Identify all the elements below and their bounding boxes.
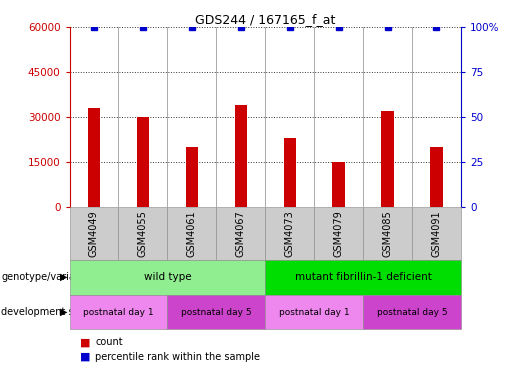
- Text: postnatal day 1: postnatal day 1: [279, 307, 350, 317]
- Bar: [235, 105, 247, 207]
- Text: GSM4085: GSM4085: [383, 210, 392, 257]
- Title: GDS244 / 167165_f_at: GDS244 / 167165_f_at: [195, 13, 335, 26]
- Text: GSM4073: GSM4073: [285, 210, 295, 257]
- Text: postnatal day 5: postnatal day 5: [376, 307, 448, 317]
- Bar: [284, 138, 296, 207]
- Text: GSM4061: GSM4061: [187, 210, 197, 257]
- Text: wild type: wild type: [144, 272, 191, 282]
- Text: development stage: development stage: [1, 307, 96, 317]
- Bar: [431, 147, 442, 207]
- Text: GSM4055: GSM4055: [138, 210, 148, 257]
- Text: GSM4091: GSM4091: [432, 210, 441, 257]
- Bar: [382, 111, 393, 207]
- Text: ▶: ▶: [60, 272, 67, 282]
- Text: genotype/variation: genotype/variation: [1, 272, 94, 282]
- Text: mutant fibrillin-1 deficient: mutant fibrillin-1 deficient: [295, 272, 432, 282]
- Text: ▶: ▶: [60, 307, 67, 317]
- Bar: [137, 117, 149, 207]
- Bar: [333, 162, 345, 207]
- Text: percentile rank within the sample: percentile rank within the sample: [95, 352, 260, 362]
- Text: postnatal day 5: postnatal day 5: [181, 307, 252, 317]
- Bar: [88, 108, 100, 207]
- Text: ■: ■: [80, 352, 90, 362]
- Text: GSM4079: GSM4079: [334, 210, 344, 257]
- Bar: [186, 147, 198, 207]
- Text: postnatal day 1: postnatal day 1: [83, 307, 154, 317]
- Text: ■: ■: [80, 337, 90, 347]
- Text: GSM4049: GSM4049: [89, 210, 99, 257]
- Text: GSM4067: GSM4067: [236, 210, 246, 257]
- Text: count: count: [95, 337, 123, 347]
